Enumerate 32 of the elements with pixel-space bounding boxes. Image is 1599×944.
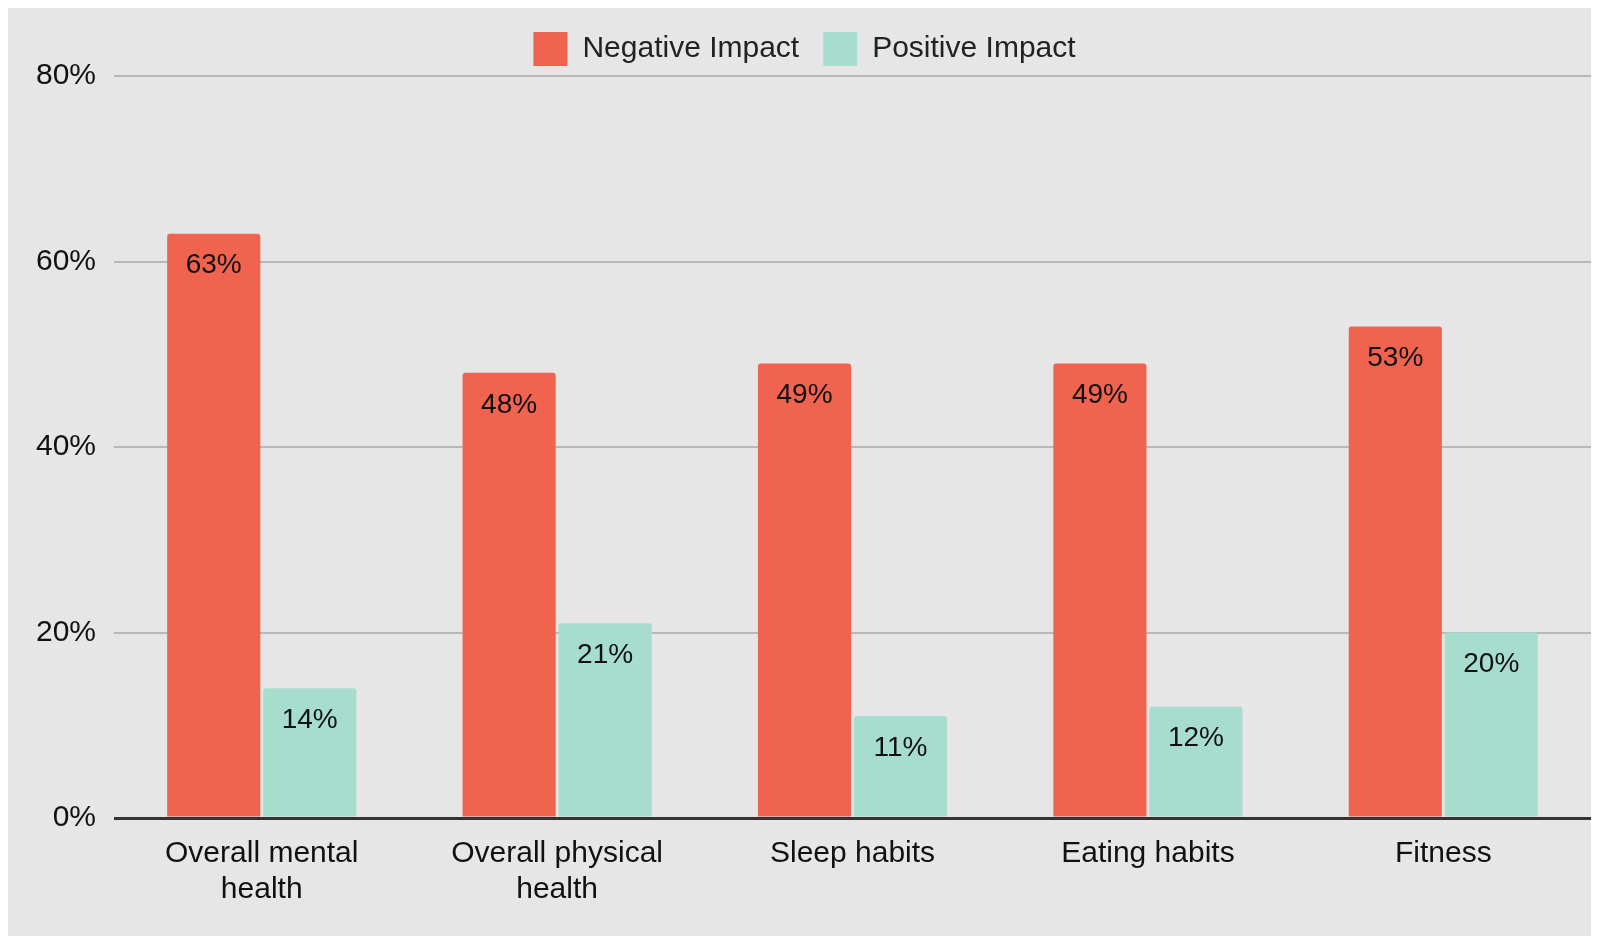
data-label: 14%	[281, 702, 338, 734]
y-tick-label: 60%	[36, 242, 97, 276]
data-label: 53%	[1367, 341, 1424, 373]
y-tick-label: 80%	[36, 57, 97, 91]
bar	[263, 688, 357, 817]
y-tick-label: 20%	[36, 613, 97, 647]
data-label: 48%	[481, 387, 538, 419]
x-tick-label: Fitness	[1394, 835, 1492, 869]
legend-label: Positive Impact	[872, 30, 1077, 64]
data-label: 49%	[1071, 378, 1128, 410]
y-tick-label: 0%	[52, 799, 97, 833]
bar	[558, 623, 652, 817]
bar	[1348, 326, 1442, 817]
x-tick-label: Overall mental health	[165, 835, 359, 905]
bar	[757, 363, 852, 817]
bar	[853, 715, 948, 817]
x-tick-label: Sleep habits	[769, 835, 936, 869]
bar	[1444, 632, 1538, 817]
bar	[167, 233, 261, 817]
data-label: 21%	[577, 637, 634, 669]
x-tick-label: Eating habits	[1061, 835, 1235, 869]
data-label: 20%	[1463, 647, 1520, 679]
legend-label: Negative Impact	[582, 30, 800, 64]
bar	[1149, 706, 1243, 817]
data-label: 63%	[185, 248, 242, 280]
bar	[462, 372, 556, 817]
x-tick-label: Overall physical health	[451, 835, 664, 905]
y-tick-label: 40%	[36, 428, 97, 462]
bar	[1053, 363, 1147, 817]
data-label: 49%	[776, 378, 833, 410]
data-label: 11%	[873, 730, 928, 762]
data-label: 12%	[1167, 721, 1224, 753]
